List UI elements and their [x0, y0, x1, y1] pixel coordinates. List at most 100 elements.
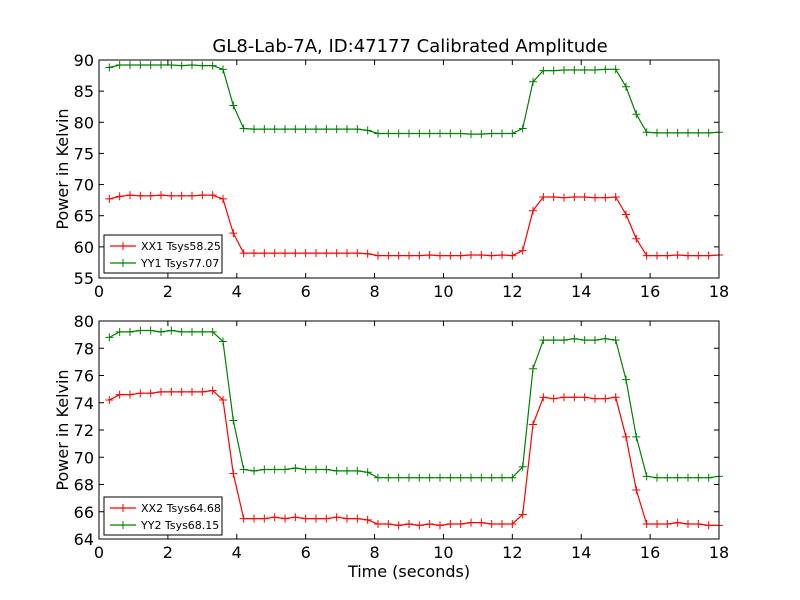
data-point — [560, 336, 568, 345]
data-point — [456, 251, 465, 260]
data-point — [322, 514, 331, 523]
data-point — [312, 125, 320, 134]
y-tick-label: 70 — [74, 448, 94, 467]
data-point — [363, 468, 372, 477]
data-point — [704, 251, 713, 260]
data-point — [198, 387, 207, 396]
data-point — [146, 191, 155, 200]
legend-label: YY1 Tsys77.07 — [140, 257, 219, 270]
data-point — [157, 191, 165, 200]
data-point — [632, 432, 641, 441]
data-point — [580, 65, 589, 74]
x-tick-label: 2 — [163, 543, 173, 562]
data-point — [363, 515, 372, 524]
data-point — [425, 520, 434, 529]
x-tick-label: 10 — [433, 282, 453, 301]
x-tick-label: 2 — [163, 282, 173, 301]
data-point — [126, 191, 134, 200]
data-point — [518, 462, 527, 471]
data-point — [312, 465, 320, 474]
data-point — [157, 60, 165, 69]
data-point — [508, 473, 517, 482]
data-point — [208, 61, 217, 70]
data-point — [570, 65, 579, 74]
data-point — [301, 465, 310, 474]
data-point — [374, 520, 382, 529]
data-point — [219, 65, 227, 74]
data-point — [198, 327, 207, 336]
data-point — [177, 387, 186, 396]
data-point — [312, 249, 320, 258]
data-point — [694, 520, 703, 529]
data-point — [301, 125, 310, 134]
data-point — [529, 77, 537, 86]
legend-label: XX2 Tsys64.68 — [141, 502, 221, 515]
data-point — [384, 129, 393, 138]
data-point — [270, 249, 279, 258]
data-point — [291, 249, 300, 258]
data-point — [611, 336, 620, 345]
data-point — [405, 129, 413, 138]
data-point — [291, 464, 300, 473]
y-tick-label: 70 — [74, 176, 94, 195]
data-point — [146, 60, 155, 69]
data-point — [529, 206, 537, 215]
data-point — [632, 110, 641, 119]
data-point — [487, 473, 496, 482]
data-point — [239, 514, 248, 523]
data-point — [146, 389, 155, 398]
data-point — [704, 128, 713, 137]
data-point — [405, 473, 413, 482]
data-point — [405, 520, 413, 529]
data-point — [136, 60, 145, 69]
data-point — [704, 521, 713, 530]
data-point — [467, 130, 475, 139]
data-point — [456, 129, 465, 138]
legend-marker — [119, 259, 127, 267]
data-point — [467, 250, 475, 259]
x-tick-label: 18 — [709, 282, 729, 301]
data-point — [167, 326, 176, 335]
y-tick-label: 64 — [74, 530, 94, 549]
data-point — [188, 191, 196, 200]
legend-box — [103, 234, 223, 274]
data-point — [270, 125, 279, 134]
data-point — [653, 128, 661, 137]
data-point — [570, 193, 579, 202]
data-point — [487, 520, 496, 529]
data-point — [642, 251, 651, 260]
x-tick-label: 14 — [571, 282, 591, 301]
data-point — [301, 249, 310, 258]
data-point — [105, 194, 114, 203]
x-axis-label: Time (seconds) — [347, 562, 470, 581]
data-point — [663, 251, 672, 260]
data-point — [343, 249, 351, 258]
y-tick-label: 75 — [74, 144, 94, 163]
y-tick-label: 55 — [74, 269, 94, 288]
y-tick-label: 85 — [74, 82, 94, 101]
x-tick-label: 10 — [433, 543, 453, 562]
data-point — [167, 387, 176, 396]
data-point — [291, 513, 300, 522]
data-point — [632, 234, 641, 243]
data-point — [518, 510, 527, 519]
data-point — [157, 387, 165, 396]
x-tick-label: 6 — [301, 282, 311, 301]
data-point — [477, 518, 486, 527]
data-point — [580, 193, 589, 202]
legend-label: YY2 Tsys68.15 — [140, 519, 219, 532]
data-point — [487, 251, 496, 260]
data-point — [322, 249, 331, 258]
data-point — [115, 327, 124, 336]
data-point — [560, 193, 568, 202]
data-point — [219, 396, 227, 405]
data-point — [446, 251, 455, 260]
data-point — [198, 61, 207, 70]
data-point — [539, 393, 548, 402]
data-point — [436, 129, 444, 138]
y-axis-label: Power in Kelvin — [53, 108, 72, 229]
axes-frame-1 — [98, 59, 720, 279]
x-tick-label: 18 — [709, 543, 729, 562]
data-point — [332, 513, 341, 522]
